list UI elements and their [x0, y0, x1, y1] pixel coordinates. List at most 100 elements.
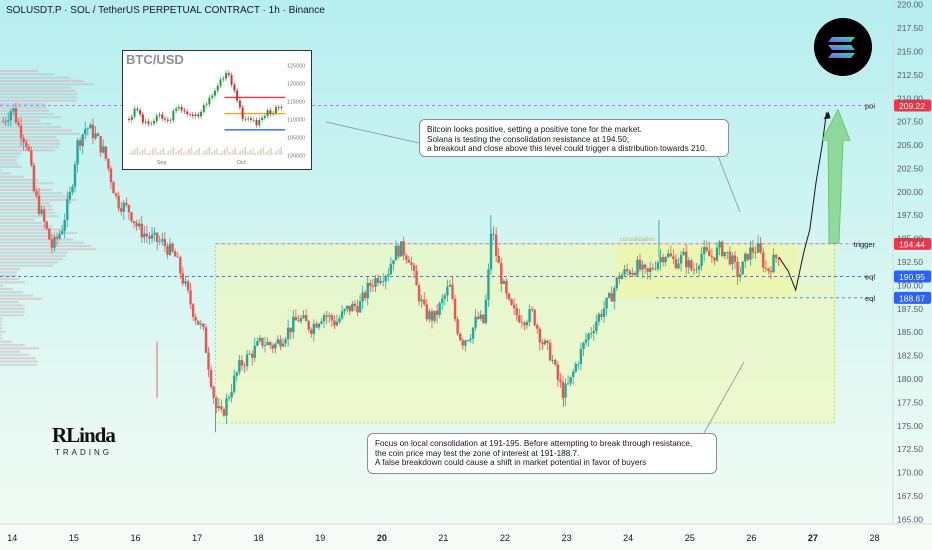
- inset-volume-bar: [185, 151, 188, 155]
- candle: [530, 309, 534, 310]
- candle: [574, 364, 577, 372]
- y-tick-label: 187.50: [897, 304, 923, 314]
- candle: [353, 303, 357, 307]
- volume-profile-bar: [0, 136, 57, 139]
- inset-candle: [261, 117, 264, 120]
- volume-profile-bar: [0, 251, 68, 254]
- candle: [84, 128, 87, 135]
- volume-profile-bar: [0, 327, 2, 330]
- inset-candle: [188, 114, 191, 115]
- candle: [741, 261, 744, 275]
- candle: [584, 339, 588, 343]
- candle: [132, 221, 136, 224]
- candle: [769, 270, 773, 273]
- candle: [340, 311, 344, 319]
- candle: [261, 337, 264, 346]
- candle: [456, 319, 459, 334]
- candle: [708, 250, 711, 257]
- volume-profile-bar: [0, 248, 97, 251]
- y-tick-label: 217.50: [897, 23, 923, 33]
- inset-candle: [141, 114, 144, 123]
- candle: [759, 243, 762, 253]
- inset-volume-bar: [257, 151, 259, 155]
- candle: [600, 314, 603, 317]
- candle: [615, 277, 619, 289]
- y-tick-label: 175.00: [897, 421, 923, 431]
- volume-profile-bar: [0, 261, 58, 264]
- inset-candle: [255, 119, 258, 126]
- candle: [104, 146, 108, 159]
- candle: [130, 212, 133, 222]
- candle: [523, 322, 526, 326]
- candle: [145, 233, 149, 237]
- candle: [667, 253, 670, 257]
- candle: [646, 268, 649, 272]
- candle: [564, 383, 567, 398]
- candle: [451, 284, 454, 299]
- inset-candle: [202, 105, 205, 112]
- projection-path: [778, 112, 827, 292]
- candle: [53, 236, 56, 248]
- candle: [233, 375, 236, 392]
- inset-y-tick: 120000: [287, 82, 305, 88]
- candle: [620, 274, 624, 279]
- inset-volume-bar: [159, 150, 162, 155]
- candle: [397, 245, 400, 257]
- candle: [19, 125, 23, 139]
- inset-candle: [222, 78, 225, 80]
- candle: [243, 365, 246, 367]
- volume-profile-bar: [0, 109, 50, 112]
- inset-candle: [280, 106, 283, 109]
- volume-profile-bar: [0, 258, 63, 261]
- candle: [191, 304, 195, 318]
- inset-volume-bar: [188, 149, 190, 155]
- candle: [58, 234, 61, 239]
- inset-candle: [164, 118, 167, 120]
- volume-profile-bar: [0, 241, 84, 244]
- volume-profile-bar: [0, 119, 41, 122]
- candle: [682, 251, 685, 256]
- inset-candle: [269, 110, 272, 114]
- y-tick-label: 215.00: [897, 46, 923, 56]
- volume-profile-bar: [0, 169, 2, 172]
- y-tick-label: 177.50: [897, 397, 923, 407]
- candle: [379, 281, 382, 283]
- volume-profile-bar: [0, 347, 39, 350]
- candle: [71, 186, 74, 193]
- candle: [628, 271, 631, 275]
- candle: [428, 311, 431, 320]
- annotation-line: Bitcoin looks positive, setting a positi…: [427, 125, 642, 134]
- volume-profile-bar: [0, 353, 30, 356]
- inset-candle: [272, 112, 275, 114]
- candle: [595, 321, 598, 332]
- candle: [674, 259, 678, 269]
- inset-x-tick: Sep: [157, 160, 167, 166]
- candle: [777, 257, 780, 260]
- volume-profile-bar: [0, 83, 94, 86]
- candle: [705, 247, 708, 251]
- candle: [492, 233, 495, 235]
- candle: [284, 339, 287, 344]
- inset-volume-bar: [267, 150, 270, 155]
- volume-profile-bar: [0, 340, 12, 343]
- candle: [202, 323, 205, 328]
- candle: [24, 142, 28, 147]
- volume-profile-bar: [0, 185, 39, 188]
- candle: [217, 406, 221, 409]
- x-tick-label: 21: [438, 533, 448, 543]
- candle: [271, 345, 274, 349]
- candle: [577, 363, 580, 365]
- candle: [448, 284, 452, 287]
- x-tick-label: 28: [870, 533, 880, 543]
- y-tick-label: 207.50: [897, 117, 923, 127]
- candle: [610, 293, 613, 302]
- volume-profile-bar: [0, 337, 2, 340]
- inset-y-tick: 100000: [287, 154, 305, 160]
- volume-profile-bar: [0, 159, 17, 162]
- candle: [91, 124, 95, 139]
- candle: [738, 274, 742, 277]
- candle: [109, 168, 113, 183]
- candle: [533, 309, 536, 326]
